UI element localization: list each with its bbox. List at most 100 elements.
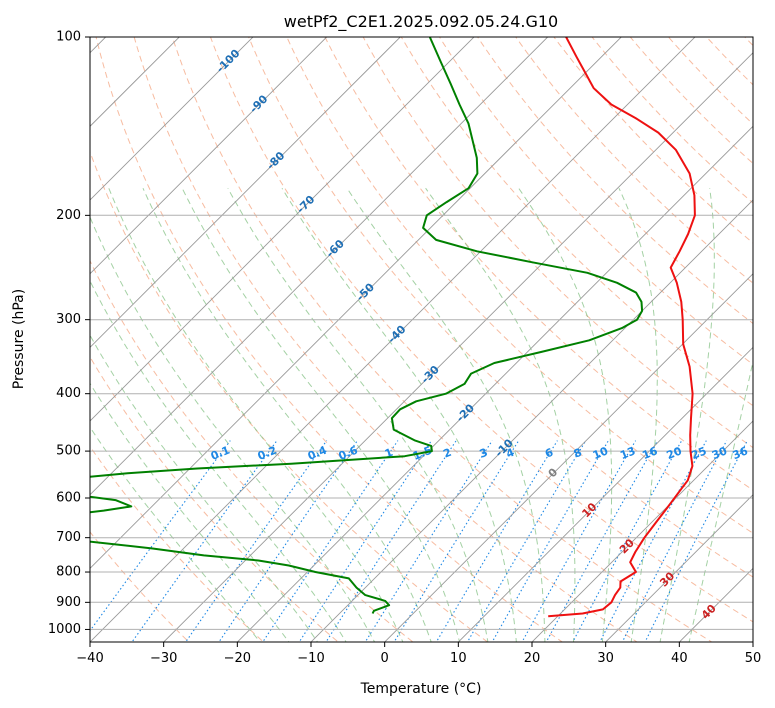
x-tick-label: 20 [524, 651, 541, 666]
y-axis-title: Pressure (hPa) [11, 289, 27, 389]
plot-frame [89, 36, 754, 643]
moist-adiabat-15 [688, 358, 753, 642]
isotherm-line [90, 37, 696, 642]
y-tick-label: 300 [56, 312, 81, 327]
moist-adiabat-2 [90, 334, 319, 642]
isotherm-line [384, 273, 753, 642]
y-tick-label: 900 [56, 595, 81, 610]
dry-adiabat-16 [515, 37, 753, 284]
isotherm-line [90, 37, 254, 201]
moist-adiabat-9 [281, 187, 517, 642]
mixing-ratio-line-14 [572, 440, 683, 642]
dry-adiabat-6 [133, 37, 638, 642]
mixing-ratio-line-9 [435, 440, 558, 642]
dry-adiabat-10 [286, 37, 753, 534]
profile-series [90, 37, 696, 618]
dry-adiabat-8 [209, 37, 753, 623]
y-tick-label: 600 [56, 491, 81, 506]
isotherm-line [457, 346, 753, 642]
moist-adiabat-6 [142, 187, 432, 642]
mixing-ratio-label: 16 [640, 444, 659, 462]
dry-adiabat-7 [171, 37, 713, 642]
dry-adiabat-0 [90, 531, 190, 642]
moist-adiabat-12 [518, 187, 613, 642]
x-axis-title: Temperature (°C) [360, 681, 482, 697]
y-tick-label: 200 [56, 208, 81, 223]
y-tick-label: 400 [56, 386, 81, 401]
isotherm-line [90, 37, 328, 275]
mixing-ratio-label: 2 [441, 446, 453, 461]
mixing-ratio-label: 36 [731, 444, 750, 462]
dry-adiabat-17 [553, 37, 753, 244]
y-tick-label: 100 [56, 30, 81, 45]
dry-adiabat-18 [591, 37, 753, 204]
isotherm-line [90, 37, 549, 496]
moist-adiabat-1 [90, 382, 290, 642]
y-axis-ticks: 100 200 300 400 500 600 700 800 900 1000 [48, 30, 90, 637]
mixing-ratio-lines [90, 440, 748, 642]
mixing-ratio-label: 30 [710, 444, 729, 462]
dry-adiabats [90, 37, 753, 642]
y-tick-label: 800 [56, 565, 81, 580]
mixing-ratio-label: 3 [478, 446, 490, 461]
dry-adiabat-3 [90, 259, 414, 642]
x-tick-label: −40 [76, 651, 103, 666]
y-tick-label: 1000 [48, 622, 81, 637]
isotherm-line [310, 199, 753, 642]
dry-adiabat-12 [362, 37, 753, 449]
pressure-gridlines [90, 37, 753, 630]
x-tick-label: −10 [297, 651, 324, 666]
mixing-ratio-line-11 [491, 440, 609, 642]
moist-adiabat-5 [108, 188, 404, 642]
dry-adiabat-2 [90, 356, 339, 642]
mixing-ratio-line-12 [521, 440, 637, 642]
mixing-ratio-label: 10 [591, 444, 610, 462]
mixing-ratio-label: 8 [572, 446, 584, 461]
mixing-ratio-label: 20 [665, 444, 684, 462]
isotherm-line [531, 420, 753, 642]
dry-adiabat-13 [400, 37, 753, 407]
dry-adiabat-5 [95, 37, 564, 642]
isotherm-line [90, 37, 401, 348]
isotherm-line [236, 125, 753, 642]
y-tick-label: 500 [56, 444, 81, 459]
dry-adiabat-9 [248, 37, 753, 578]
moist-adiabat-10 [346, 187, 546, 642]
moist-adiabat-4 [90, 215, 376, 642]
moist-adiabat-13 [618, 187, 658, 642]
chart-title: wetPf2_C2E1.2025.092.05.24.G10 [284, 12, 558, 32]
isotherm-line [163, 52, 753, 642]
mixing-ratio-line-15 [599, 440, 707, 642]
mixing-ratio-line-2 [185, 440, 328, 642]
dewpoint-profile-line [90, 37, 644, 614]
isotherm-line [90, 37, 622, 570]
mixing-ratio-label: 13 [618, 444, 637, 462]
x-tick-label: 10 [450, 651, 467, 666]
isotherm-line [605, 494, 753, 642]
mixing-ratio-line-5 [298, 440, 432, 642]
x-tick-label: −20 [224, 651, 251, 666]
isotherm-lines [90, 37, 753, 642]
mixing-ratio-line-13 [545, 440, 659, 642]
x-tick-label: 50 [745, 651, 762, 666]
mixing-ratio-line-0 [90, 440, 231, 632]
mixing-ratio-label: 1 [383, 446, 395, 461]
x-axis-ticks: −40 −30 −20 −10 0 10 20 30 40 50 [76, 642, 761, 666]
x-tick-label: −30 [150, 651, 177, 666]
mixing-ratio-line-8 [393, 440, 520, 642]
moist-adiabat-11 [425, 187, 576, 642]
x-tick-label: 40 [671, 651, 688, 666]
moist-adiabat-3 [90, 279, 347, 642]
x-tick-label: 0 [381, 651, 389, 666]
mixing-ratio-line-10 [466, 440, 587, 642]
moist-adiabat-7 [181, 187, 461, 642]
dry-adiabat-11 [324, 37, 753, 491]
temperature-profile-line [548, 37, 696, 618]
mixing-ratio-line-3 [218, 440, 358, 642]
x-tick-label: 30 [597, 651, 614, 666]
isotherm-line [90, 37, 475, 422]
mixing-ratio-label: 25 [689, 444, 708, 462]
y-tick-label: 700 [56, 530, 81, 545]
